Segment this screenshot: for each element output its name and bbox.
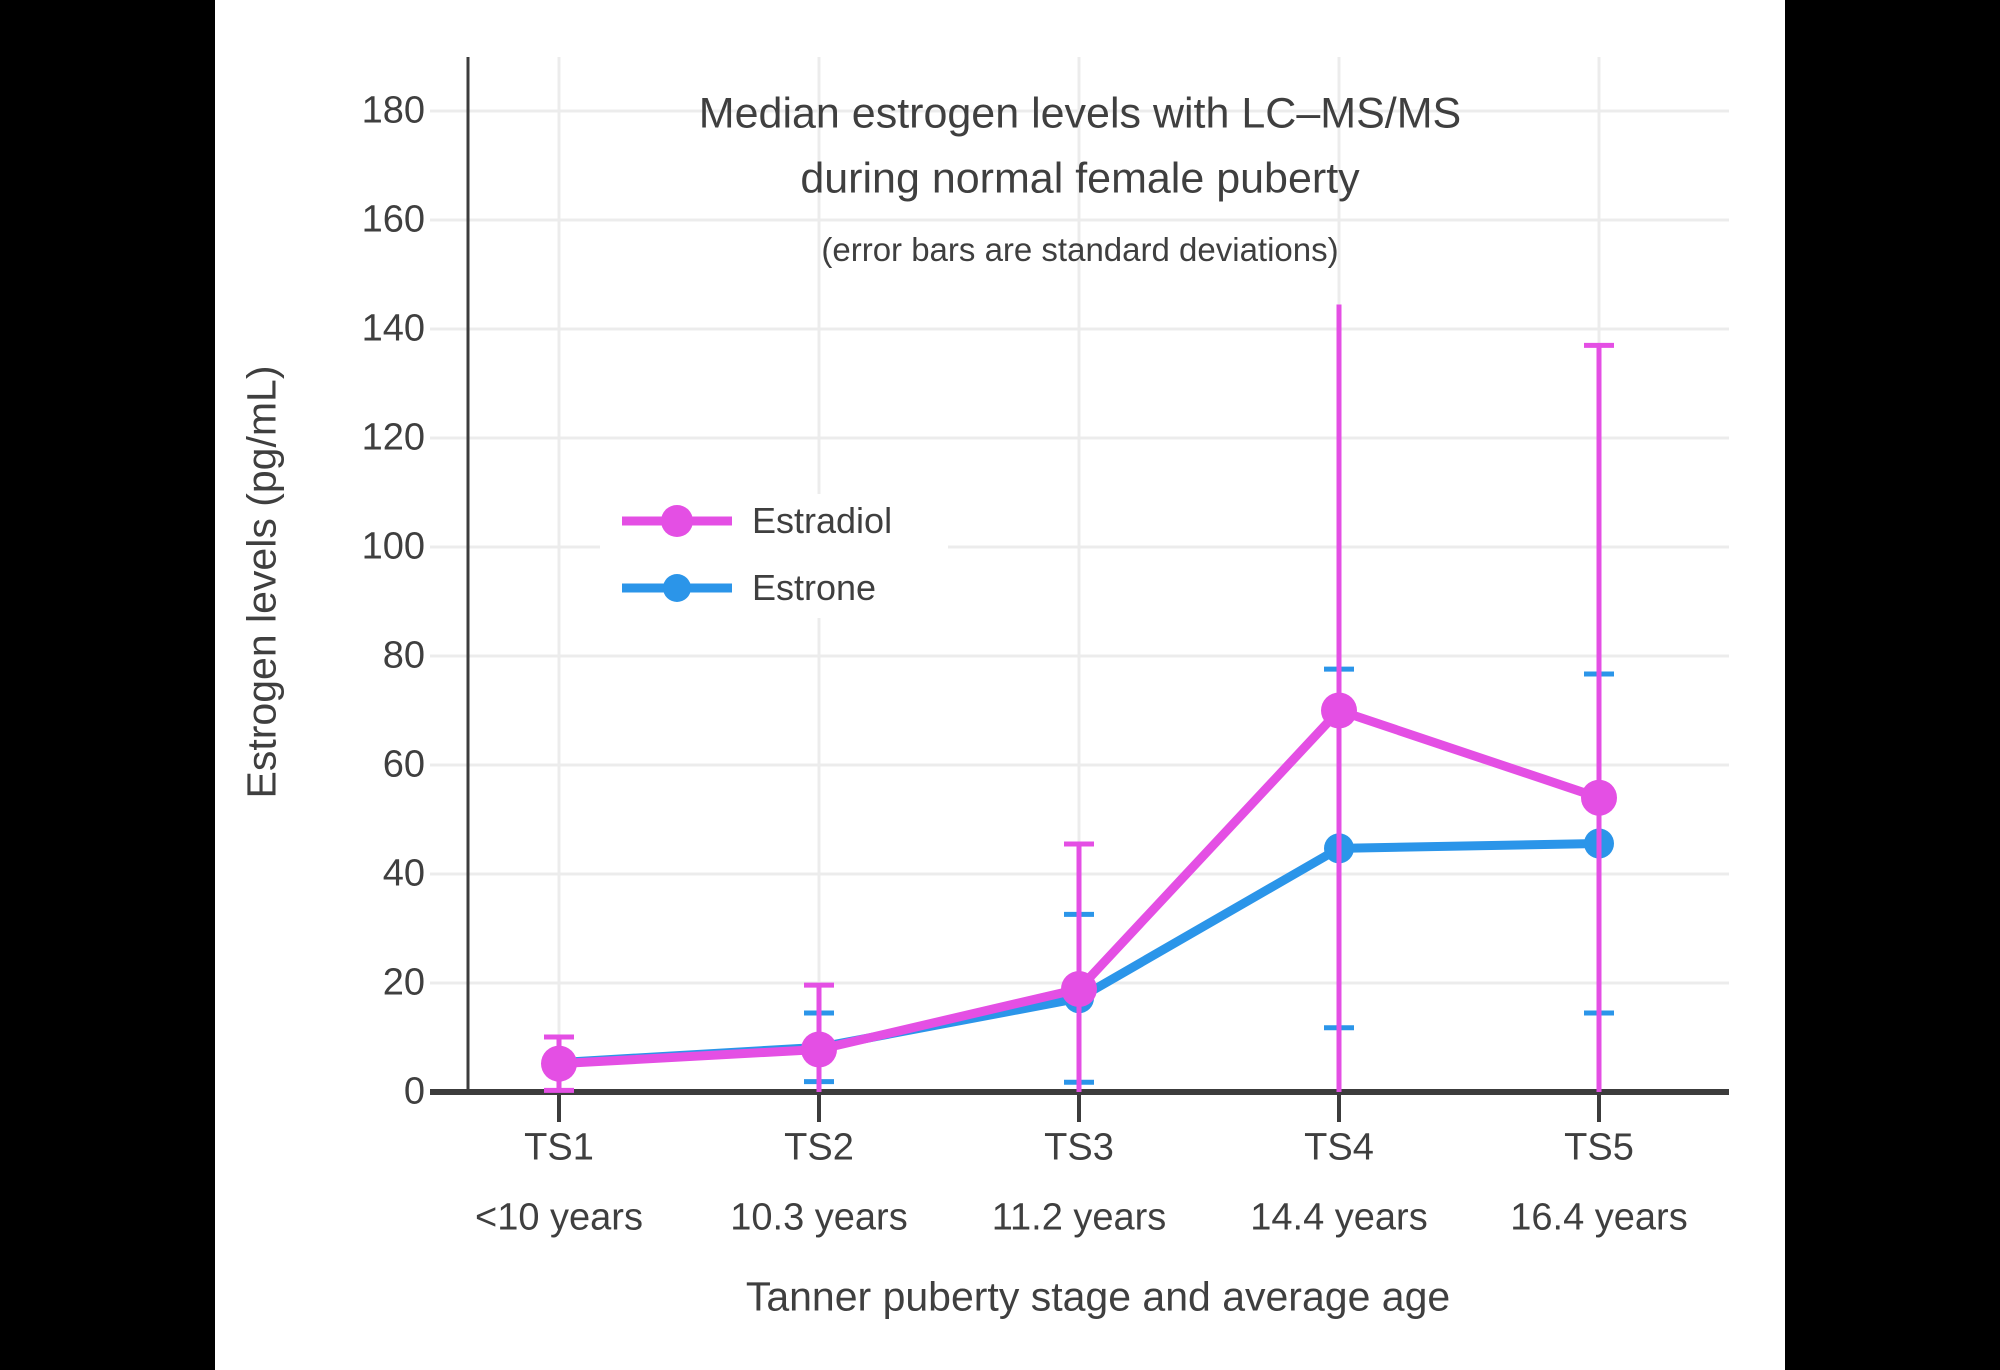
x-stage-label: TS2 (784, 1126, 854, 1169)
x-stage-label: TS4 (1304, 1126, 1374, 1169)
data-point-estradiol (1061, 970, 1097, 1007)
y-tick-label: 60 (382, 743, 425, 786)
chart-panel (215, 0, 1785, 1370)
chart-subtitle: (error bars are standard deviations) (821, 231, 1339, 268)
x-age-label: 10.3 years (730, 1196, 908, 1239)
x-age-label: 14.4 years (1250, 1196, 1428, 1239)
x-stage-label: TS1 (524, 1126, 594, 1169)
y-tick-label: 80 (382, 634, 425, 677)
legend-box (600, 494, 948, 618)
x-stage-label: TS3 (1044, 1126, 1114, 1169)
x-age-label: 16.4 years (1510, 1196, 1688, 1239)
chart-title-line1: Median estrogen levels with LC–MS/MS (698, 89, 1462, 138)
legend-swatch-dot (663, 574, 691, 602)
x-age-label: <10 years (475, 1196, 643, 1239)
y-tick-label: 0 (403, 1070, 425, 1113)
chart-title-line2: during normal female puberty (800, 154, 1360, 203)
y-tick-label: 160 (361, 198, 425, 241)
x-axis-title: Tanner puberty stage and average age (745, 1273, 1451, 1320)
legend-label-estradiol: Estradiol (752, 500, 893, 541)
x-age-label: 11.2 years (991, 1196, 1167, 1239)
y-tick-label: 40 (382, 852, 425, 895)
y-tick-label: 100 (361, 525, 425, 568)
y-tick-label: 120 (361, 416, 425, 459)
data-point-estradiol (801, 1031, 837, 1068)
y-tick-label: 140 (361, 307, 425, 350)
data-point-estradiol (1581, 779, 1617, 816)
data-point-estradiol (1321, 692, 1357, 729)
legend-label-estrone: Estrone (752, 567, 877, 608)
legend-swatch-dot (661, 505, 693, 537)
x-stage-label: TS5 (1564, 1126, 1634, 1169)
y-tick-label: 180 (361, 89, 425, 132)
y-tick-label: 20 (382, 961, 425, 1004)
data-point-estradiol (541, 1045, 577, 1082)
